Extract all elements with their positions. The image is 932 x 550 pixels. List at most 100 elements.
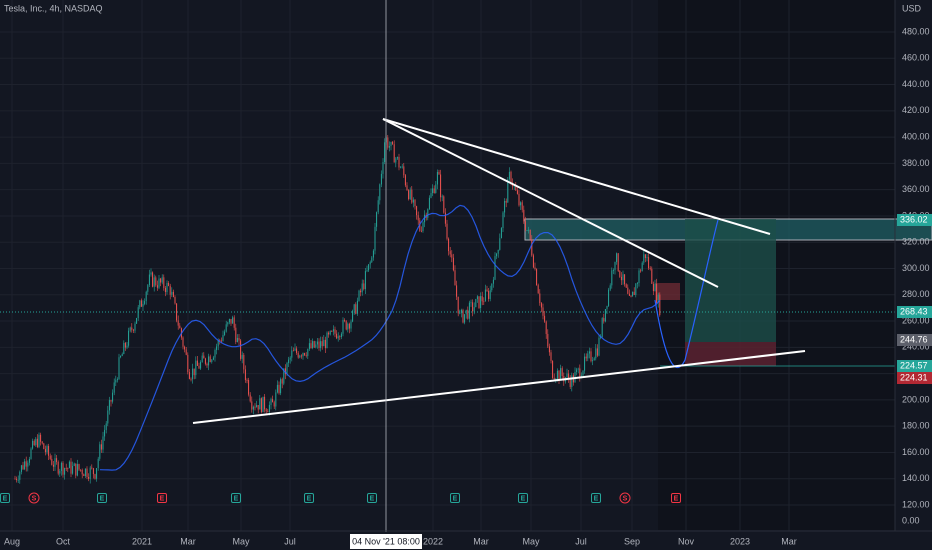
candle	[632, 291, 634, 297]
candle	[444, 212, 446, 224]
candle	[640, 270, 642, 272]
candle	[204, 358, 206, 364]
candle	[344, 319, 346, 321]
candle	[104, 429, 106, 437]
event-label: E	[307, 495, 312, 502]
candle	[262, 396, 264, 412]
candle	[120, 356, 122, 358]
candle	[171, 291, 173, 295]
candle	[464, 314, 466, 323]
candle	[64, 468, 66, 475]
trendline	[382, 118, 719, 288]
candle	[601, 318, 603, 338]
candle	[401, 166, 403, 168]
candle	[281, 379, 283, 384]
time-label: Mar	[180, 536, 196, 546]
candle	[331, 330, 333, 332]
candle	[134, 323, 136, 331]
candle	[625, 284, 627, 288]
candle	[44, 449, 46, 453]
candle	[65, 468, 67, 469]
candle	[166, 282, 168, 293]
candle	[216, 346, 218, 350]
time-label: May	[232, 536, 250, 546]
candle	[169, 285, 171, 295]
candle	[612, 270, 614, 271]
candle	[492, 279, 494, 284]
candle	[168, 282, 170, 286]
price-label: 440.00	[902, 79, 930, 89]
candle	[235, 327, 237, 343]
candle	[649, 268, 651, 269]
candle	[340, 333, 342, 337]
event-icon	[671, 493, 681, 503]
candle	[403, 166, 405, 176]
price-badge-label: 224.57	[900, 360, 928, 370]
candle	[273, 402, 275, 407]
candle	[232, 317, 234, 324]
candle	[188, 372, 190, 379]
small-zone	[655, 283, 680, 300]
price-badge-label: 268.43	[900, 306, 928, 316]
candle	[569, 378, 571, 387]
candle	[100, 444, 102, 450]
candle	[432, 188, 434, 194]
candle	[593, 358, 595, 361]
price-label: 120.00	[902, 499, 930, 509]
candle	[529, 229, 531, 240]
candle	[638, 270, 640, 283]
candle	[448, 238, 450, 252]
candle	[214, 349, 216, 358]
symbol-title: Tesla, Inc., 4h, NASDAQ	[4, 3, 103, 13]
candle	[291, 350, 293, 358]
candle	[62, 462, 64, 475]
candle	[249, 394, 251, 402]
candle	[289, 357, 291, 360]
candle	[19, 471, 21, 480]
candle	[510, 171, 512, 183]
candle	[302, 353, 304, 357]
candle	[364, 271, 366, 290]
candle	[211, 359, 213, 362]
candle	[276, 384, 278, 393]
candle	[545, 321, 547, 334]
candle	[587, 353, 589, 359]
candle	[192, 368, 194, 380]
candle	[334, 329, 336, 334]
candle	[329, 330, 331, 335]
candle	[646, 257, 648, 258]
time-label: Mar	[781, 536, 797, 546]
candle	[25, 461, 27, 467]
candle	[16, 478, 18, 481]
candle	[46, 446, 48, 453]
time-label: Jul	[284, 536, 296, 546]
candle	[91, 467, 93, 469]
candle	[206, 363, 208, 366]
candle	[92, 468, 94, 475]
candle	[473, 307, 475, 312]
candle	[332, 329, 334, 332]
candle	[251, 401, 253, 410]
event-icon	[231, 493, 241, 503]
candle	[494, 256, 496, 280]
price-badge-label: 336.02	[900, 214, 928, 224]
grid	[0, 0, 895, 531]
candle	[81, 469, 83, 475]
candle	[604, 309, 606, 322]
candle	[336, 333, 338, 339]
candle	[552, 360, 554, 378]
candle	[161, 277, 163, 283]
candle	[585, 356, 587, 359]
candle	[280, 379, 282, 394]
candle	[40, 434, 42, 442]
event-icon	[157, 493, 167, 503]
candle	[379, 184, 381, 201]
price-unit: USD	[902, 3, 922, 13]
candle	[398, 157, 400, 168]
candle	[241, 354, 243, 359]
candle	[513, 185, 515, 187]
candle	[598, 337, 600, 356]
candle	[424, 214, 426, 223]
time-label: Jul	[575, 536, 587, 546]
candle	[475, 299, 477, 308]
